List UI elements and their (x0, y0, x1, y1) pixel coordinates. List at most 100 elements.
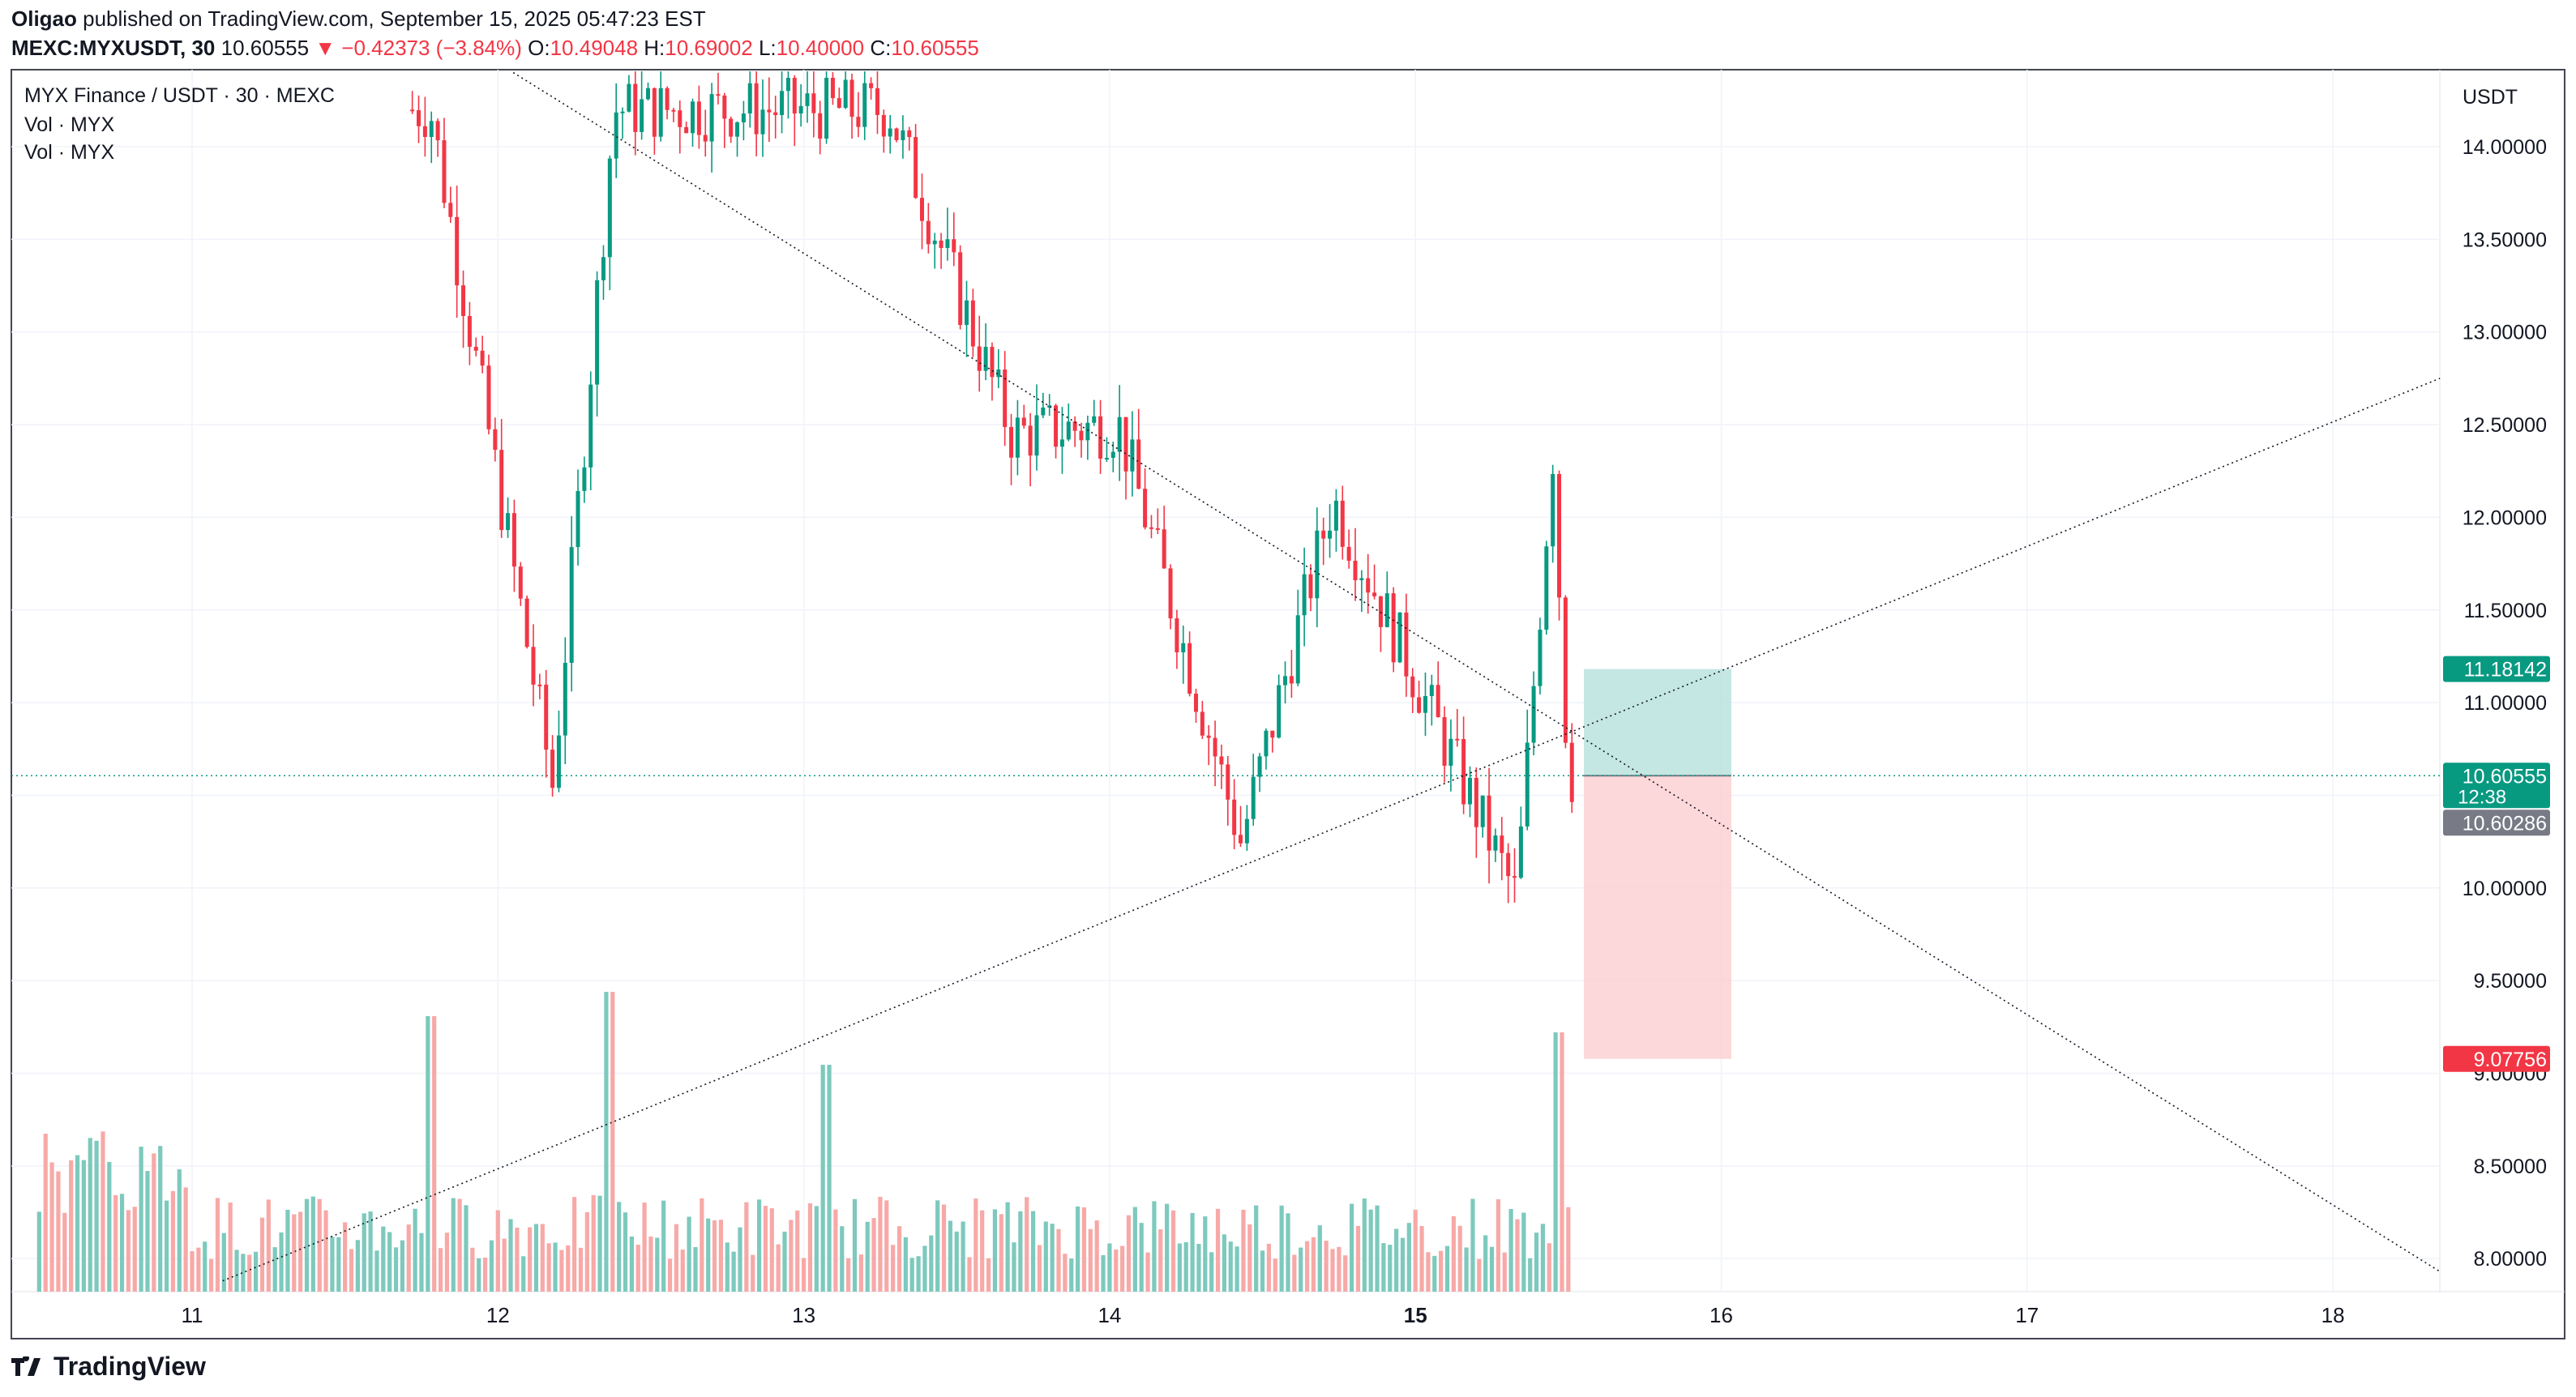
volume-bar (578, 1247, 584, 1292)
candle-body (607, 158, 612, 258)
volume-bar (132, 1207, 137, 1292)
volume-bar (572, 1197, 577, 1292)
volume-bar (954, 1231, 959, 1292)
price-label-box (2443, 1045, 2550, 1072)
candle-body (1417, 697, 1422, 713)
volume-bar (1107, 1243, 1112, 1292)
candle-body (862, 83, 867, 127)
candle-body (888, 128, 892, 137)
legend-volume-2[interactable]: Vol · MYX (24, 141, 114, 164)
volume-bar (381, 1226, 386, 1292)
candle-body (792, 78, 797, 114)
volume-bar (1030, 1211, 1036, 1292)
candle-body (1283, 676, 1288, 686)
publisher-line: Oligao published on TradingView.com, Sep… (11, 6, 706, 32)
symbol-name: MEXC:MYXUSDT, 30 (11, 36, 216, 60)
legend-volume-1[interactable]: Vol · MYX (24, 113, 114, 137)
volume-bar (1126, 1215, 1132, 1292)
volume-bar (922, 1245, 927, 1292)
volume-bar (1508, 1209, 1513, 1292)
legend-title-text: MYX Finance / USDT · 30 · MEXC (24, 84, 335, 107)
candle-body (1009, 426, 1014, 458)
volume-bar (88, 1138, 92, 1292)
candle-body (843, 79, 848, 109)
volume-bar (1337, 1246, 1341, 1292)
volume-bar (718, 1220, 724, 1292)
candle-body (1226, 764, 1230, 800)
legend-title[interactable]: MYX Finance / USDT · 30 · MEXC (24, 84, 335, 108)
volume-bar (1355, 1225, 1361, 1292)
volume-bar (789, 1220, 794, 1292)
candle-body (1219, 756, 1224, 765)
volume-bar (1170, 1210, 1176, 1292)
volume-bar (241, 1254, 246, 1292)
candle-body (703, 135, 708, 142)
candle-body (1474, 777, 1478, 827)
tradingview-logo[interactable]: TradingView (11, 1352, 206, 1382)
candle-body (1264, 730, 1269, 757)
candle-body (1340, 500, 1345, 547)
candle-body (958, 252, 963, 326)
volume-bar (457, 1198, 462, 1292)
candle-body (595, 280, 600, 385)
candle-body (417, 110, 421, 126)
volume-bar (1063, 1254, 1068, 1292)
volume-bar (495, 1210, 500, 1292)
candle-body (1149, 527, 1153, 529)
price-tick-label: 11.50000 (2464, 600, 2547, 622)
volume-bar (948, 1220, 952, 1292)
candle-body (1123, 417, 1128, 472)
candle-body (1455, 738, 1460, 741)
volume-bar (1375, 1205, 1380, 1292)
volume-bar (1132, 1207, 1137, 1292)
volume-bar (533, 1224, 539, 1292)
time-tick-label: 12 (486, 1303, 510, 1327)
volume-bar (1419, 1226, 1424, 1292)
logo-text: TradingView (53, 1352, 206, 1381)
price-tick-label: 13.00000 (2463, 322, 2547, 344)
volume-bar (731, 1251, 736, 1292)
volume-bar (1050, 1224, 1055, 1292)
volume-bar (840, 1226, 845, 1292)
volume-bar (973, 1198, 978, 1292)
price-tick-label: 11.00000 (2464, 692, 2547, 715)
candle-body (1130, 439, 1135, 472)
volume-bar (528, 1227, 533, 1292)
volume-bar (1203, 1216, 1208, 1292)
volume-bar (751, 1254, 755, 1292)
volume-bar (1547, 1243, 1551, 1292)
candle-body (518, 566, 523, 599)
volume-bar (1081, 1207, 1087, 1292)
currency-label[interactable]: USDT (2463, 86, 2518, 109)
volume-bar (610, 992, 615, 1292)
volume-bar (336, 1237, 341, 1292)
volume-bar (1152, 1201, 1157, 1292)
candle-body (1518, 826, 1523, 878)
candle-body (1436, 685, 1440, 717)
volume-bar (234, 1250, 239, 1292)
candle-body (1551, 473, 1555, 547)
price-label-text: 11.18142 (2464, 659, 2547, 681)
published-text: published on TradingView.com, September … (83, 6, 706, 31)
volume-bar (1120, 1245, 1125, 1292)
volume-bar (1069, 1258, 1074, 1292)
volume-bar (152, 1153, 156, 1292)
volume-bar (489, 1240, 494, 1292)
volume-bar (349, 1249, 354, 1292)
volume-bar (999, 1214, 1003, 1292)
candle-body (1308, 574, 1313, 599)
candle-body (709, 94, 714, 142)
candle-body (556, 735, 561, 788)
candle-body (506, 513, 511, 531)
candle-body (805, 93, 810, 106)
candle-body (830, 77, 835, 99)
volume-bar (1521, 1212, 1526, 1292)
trendline (512, 71, 2441, 1272)
volume-bar (782, 1231, 787, 1292)
candle-body (1028, 425, 1033, 456)
candle-body (658, 88, 663, 137)
candle-body (1461, 739, 1466, 805)
candle-body (894, 128, 899, 141)
volume-bar (635, 1245, 640, 1292)
